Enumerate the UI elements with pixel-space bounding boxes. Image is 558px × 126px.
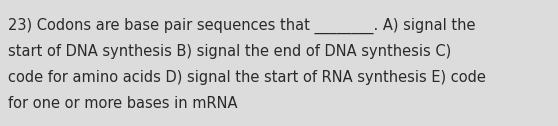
Text: code for amino acids D) signal the start of RNA synthesis E) code: code for amino acids D) signal the start… <box>8 70 486 85</box>
Text: start of DNA synthesis B) signal the end of DNA synthesis C): start of DNA synthesis B) signal the end… <box>8 44 451 59</box>
Text: 23) Codons are base pair sequences that ________. A) signal the: 23) Codons are base pair sequences that … <box>8 18 475 34</box>
Text: for one or more bases in mRNA: for one or more bases in mRNA <box>8 96 238 111</box>
